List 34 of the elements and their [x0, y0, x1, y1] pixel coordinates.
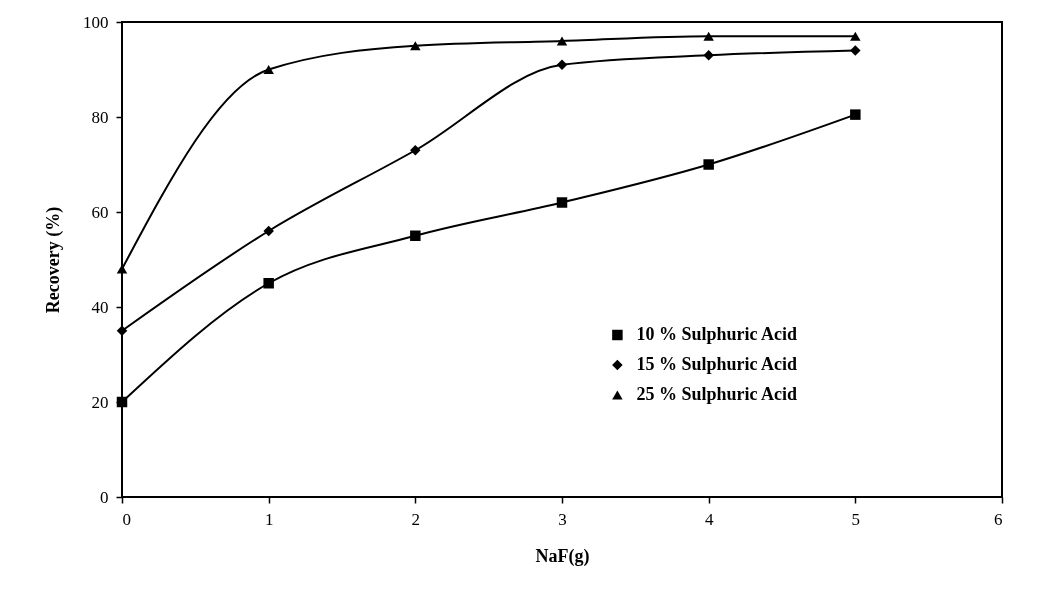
point — [116, 325, 128, 336]
x-tick-label: 6 — [994, 509, 1003, 529]
point — [703, 50, 714, 61]
legend-label: 15 % Sulphuric Acid — [636, 354, 797, 374]
point — [850, 109, 861, 120]
legend-label: 10 % Sulphuric Acid — [636, 324, 797, 344]
x-tick-label: 1 — [264, 509, 274, 529]
legend-label: 25 % Sulphuric Acid — [636, 384, 797, 404]
x-axis-title: NaF(g) — [535, 545, 590, 567]
x-tick-label: 5 — [851, 509, 861, 529]
point — [263, 64, 274, 75]
y-tick-label: 60 — [91, 202, 109, 222]
point — [850, 31, 861, 41]
y-tick-label: 80 — [91, 107, 109, 127]
point — [263, 225, 274, 237]
point — [703, 159, 714, 170]
point — [556, 197, 568, 208]
point — [556, 36, 568, 46]
point — [410, 41, 421, 51]
y-axis-title: Recovery (%) — [43, 206, 64, 314]
y-tick-label: 20 — [91, 392, 109, 412]
point — [850, 45, 861, 56]
y-tick-label: 40 — [91, 297, 109, 317]
y-tick-label: 100 — [83, 12, 109, 32]
point — [556, 59, 568, 70]
point — [263, 278, 274, 289]
x-tick-label: 2 — [411, 509, 421, 529]
point — [410, 145, 421, 156]
x-tick-label: 0 — [122, 509, 131, 529]
x-tick-label: 3 — [558, 509, 567, 529]
x-tick-label: 4 — [704, 509, 714, 529]
point — [703, 31, 714, 41]
point — [410, 230, 421, 241]
y-tick-label: 0 — [100, 487, 109, 507]
